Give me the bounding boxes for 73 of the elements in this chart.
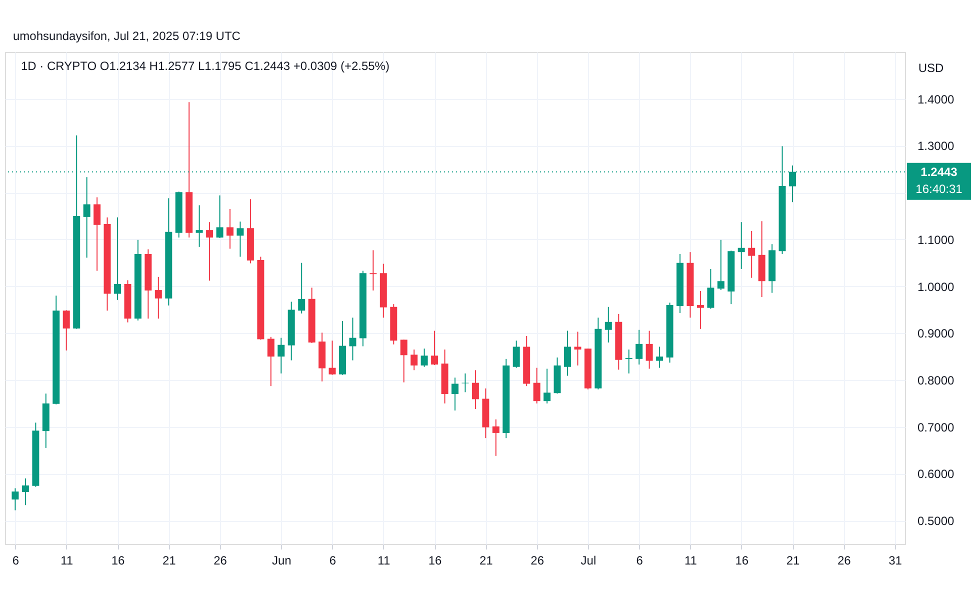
candlestick: [328, 340, 336, 376]
candlestick: [400, 339, 408, 383]
text: 1D · CRYPTO O1.2134 H1.2577 L1.1795 C1.2443 +0.0309 (+2.55%): [21, 59, 390, 73]
candlestick: [707, 268, 714, 310]
y-tick-label: 1.1000: [918, 232, 955, 247]
y-axis-title: USD: [918, 61, 944, 75]
y-tick-label: 0.9000: [918, 326, 955, 341]
candlestick: [492, 418, 500, 456]
candlestick: [410, 349, 418, 371]
candlestick: [278, 337, 285, 374]
candlestick: [636, 329, 643, 366]
candlestick: [431, 330, 438, 366]
candlestick: [226, 208, 234, 250]
text: umohsundaysifon, Jul 21, 2025 07:19 UTC: [13, 29, 241, 43]
candlestick: [349, 317, 356, 361]
text: 16:40:31: [916, 182, 963, 196]
candlestick: [533, 367, 540, 404]
candlestick: [370, 250, 377, 292]
x-tick-label: 26: [530, 554, 544, 568]
y-tick-label: 1.4000: [918, 92, 955, 106]
candlestick: [646, 330, 653, 370]
candlestick: [564, 330, 571, 376]
x-tick-label: 21: [480, 554, 494, 568]
candlestick: [12, 488, 19, 511]
candlestick: [154, 276, 162, 320]
y-tick-label: 1.0000: [918, 280, 955, 294]
y-tick-label: 1.3000: [918, 139, 955, 154]
candlestick: [83, 176, 90, 258]
y-tick-label: 0.7000: [918, 420, 955, 434]
candlestick: [452, 377, 458, 411]
ref-line-label: 1.2443: [920, 164, 958, 179]
x-tick-label: 16: [428, 554, 442, 568]
x-tick-label: 6: [636, 554, 644, 568]
candlestick: [206, 222, 214, 282]
x-tick-label: 6: [329, 554, 336, 568]
x-tick-label: 16: [735, 554, 749, 568]
x-tick-label: Jun: [272, 554, 292, 568]
x-tick-label: 11: [684, 554, 698, 568]
candlestick: [717, 239, 724, 291]
candlestick: [196, 204, 203, 248]
candlestick: [216, 194, 224, 239]
candlestick: [512, 340, 520, 368]
candlestick: [544, 368, 551, 404]
x-tick-label: 16: [111, 554, 125, 568]
candlestick: [574, 331, 582, 366]
candlestick: [472, 370, 479, 410]
candlestick: [625, 349, 632, 374]
x-tick-label: 26: [837, 554, 852, 568]
y-tick-label: 0.8000: [918, 374, 955, 388]
candlestick: [298, 262, 306, 314]
candlestick: [604, 306, 612, 344]
candlestick: [114, 216, 121, 300]
y-tick-label: 0.5000: [918, 514, 955, 528]
x-tick-label: Jul: [580, 554, 596, 568]
candlestick: [462, 372, 469, 393]
x-tick-label: 11: [60, 554, 74, 568]
x-tick-label: 26: [214, 554, 228, 568]
x-tick-label: 21: [786, 554, 800, 568]
candlestick: [656, 346, 664, 368]
candlestick: [738, 222, 745, 270]
candlestick: [267, 336, 274, 387]
x-tick-label: 6: [12, 554, 20, 568]
x-tick-label: 21: [162, 554, 176, 568]
y-tick-label: 0.6000: [918, 467, 955, 482]
candlestick: [236, 221, 244, 258]
candlestick: [62, 310, 70, 351]
candlestick: [696, 290, 704, 330]
candlestick: [420, 348, 428, 368]
x-tick-label: 31: [888, 554, 902, 568]
candlestick: [748, 230, 756, 278]
candlestick: [22, 478, 29, 506]
x-tick-label: 11: [378, 554, 390, 568]
candlestick: [94, 196, 101, 272]
